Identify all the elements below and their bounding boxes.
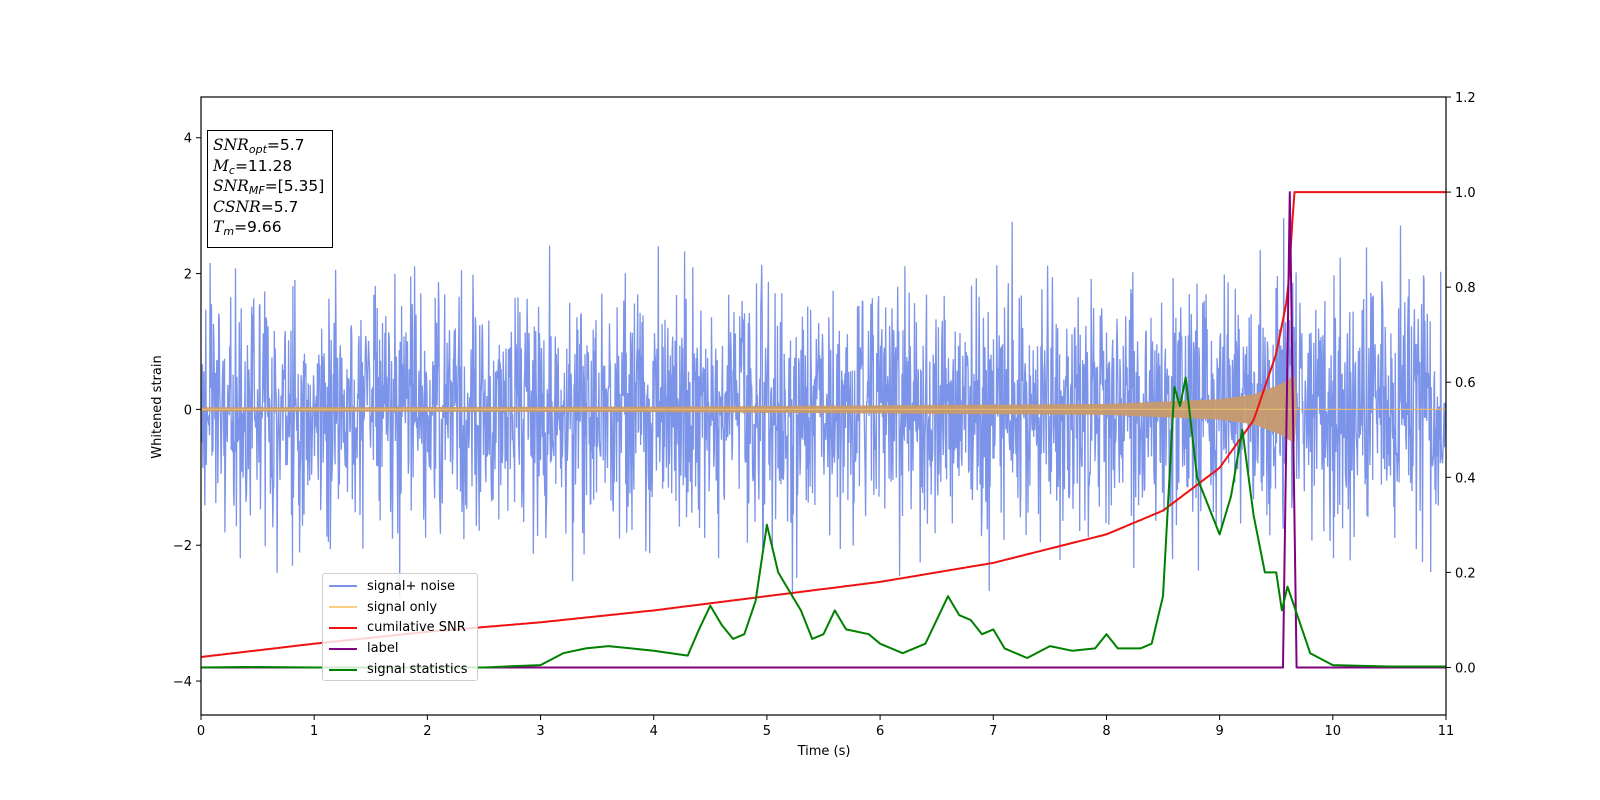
x-tick-label: 1 <box>310 724 318 739</box>
y2-tick-label: 0.8 <box>1455 281 1476 296</box>
legend-label: signal statistics <box>367 662 468 678</box>
legend-label: signal+ noise <box>367 578 456 594</box>
y2-tick-label: 0.4 <box>1455 471 1476 486</box>
legend-swatch <box>329 585 357 588</box>
x-tick-label: 7 <box>989 724 997 739</box>
y-tick-label: −2 <box>173 539 192 554</box>
x-tick-label: 4 <box>650 724 658 739</box>
y-tick-label: −4 <box>173 675 192 690</box>
x-tick-label: 10 <box>1325 724 1342 739</box>
series-signal-only-line <box>201 375 1446 444</box>
y-tick-label: 0 <box>184 403 192 418</box>
legend-swatch <box>329 606 357 609</box>
x-tick-label: 2 <box>423 724 431 739</box>
legend-item: signal statistics <box>323 659 477 680</box>
y-axis-label: Whitened strain <box>150 355 165 458</box>
snr-mf-line: SNRMF=[5.35] <box>213 177 325 197</box>
legend-label: label <box>367 641 399 657</box>
merger-time-value: =9.66 <box>234 218 282 236</box>
y2-tick-label: 0.6 <box>1455 376 1476 391</box>
snr-opt-line: SNRopt=5.7 <box>213 136 305 156</box>
legend-label: signal only <box>367 599 438 615</box>
legend-label: cumilative SNR <box>367 620 466 636</box>
chirp-mass-line: Mc=11.28 <box>213 156 293 177</box>
legend-swatch <box>329 668 357 671</box>
legend-swatch <box>329 647 357 650</box>
series-signal-statistics-line <box>201 376 1446 669</box>
series-label-line <box>201 191 1446 669</box>
series-signal-noise-line <box>201 218 1446 599</box>
csnr-line: CSNR=5.7 <box>213 197 299 216</box>
plot-frame <box>200 96 1447 716</box>
snr-mf-value: =[5.35] <box>264 177 325 195</box>
y-tick-label: 2 <box>184 268 192 283</box>
y2-tick-label: 1.0 <box>1455 186 1476 201</box>
x-tick-label: 6 <box>876 724 884 739</box>
legend-item: signal only <box>323 597 477 618</box>
legend-swatch <box>329 626 357 629</box>
legend-item: label <box>323 638 477 659</box>
chirp-mass-value: =11.28 <box>234 156 293 175</box>
legend-item: signal+ noise <box>323 576 477 597</box>
metrics-annotation: SNRopt=5.7 Mc=11.28 SNRMF=[5.35] CSNR=5.… <box>207 130 333 248</box>
legend-item: cumilative SNR <box>323 618 477 639</box>
snr-opt-value: =5.7 <box>266 136 305 154</box>
x-tick-label: 9 <box>1215 724 1223 739</box>
y2-tick-label: 1.2 <box>1455 91 1476 106</box>
legend: signal+ noise signal only cumilative SNR la… <box>322 573 478 681</box>
y-tick-label: 4 <box>184 132 192 147</box>
x-axis-label: Time (s) <box>797 744 851 759</box>
x-tick-label: 8 <box>1102 724 1110 739</box>
y2-tick-label: 0.0 <box>1455 661 1476 676</box>
x-tick-label: 11 <box>1438 724 1455 739</box>
axes: 0 1 2 3 4 5 6 7 8 9 10 11 −4 −2 0 2 4 0.0 0.2 0.4 0.6 0.8 1.0 1… <box>173 91 1476 739</box>
x-tick-label: 0 <box>197 724 205 739</box>
merger-time-line: Tm=9.66 <box>213 218 282 238</box>
csnr-value: =5.7 <box>260 197 299 216</box>
x-tick-label: 5 <box>763 724 771 739</box>
x-tick-label: 3 <box>536 724 544 739</box>
y2-tick-label: 0.2 <box>1455 566 1476 581</box>
